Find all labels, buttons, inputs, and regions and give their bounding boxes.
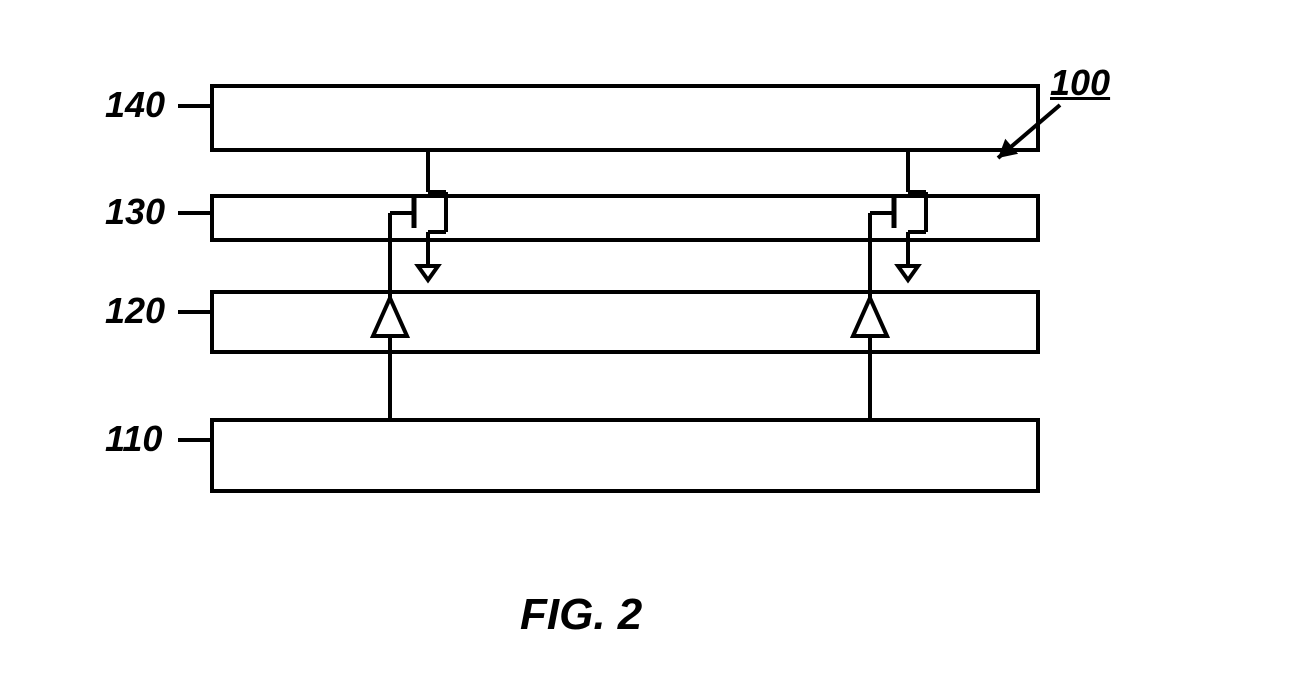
schematic-overlay bbox=[0, 0, 1300, 676]
figure-canvas: 140 130 120 110 100 FIG. 2 bbox=[0, 0, 1300, 676]
figure-caption: FIG. 2 bbox=[520, 590, 642, 640]
